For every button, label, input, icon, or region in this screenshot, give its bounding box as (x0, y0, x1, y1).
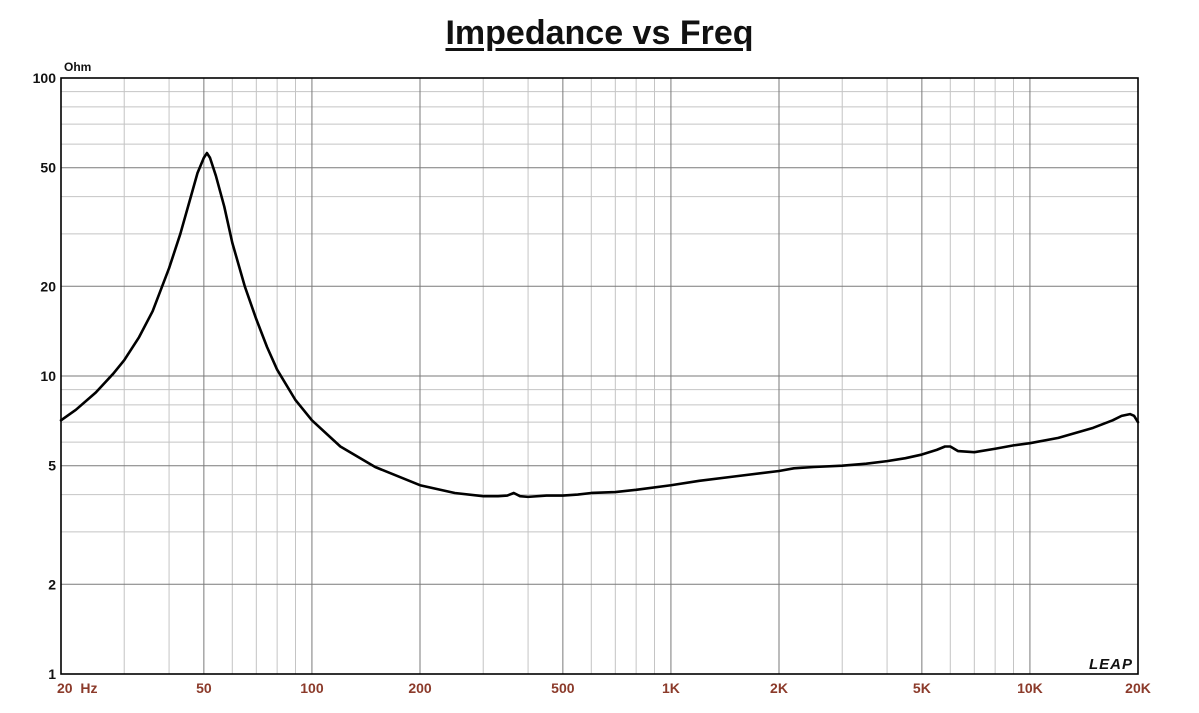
plot-frame (60, 77, 1139, 675)
y-tick-label: 5 (48, 458, 56, 474)
brand-logo: LEAP (1089, 656, 1133, 673)
y-tick-label: 50 (40, 160, 56, 176)
chart-title: Impedance vs Freq (445, 14, 754, 52)
grid-major (60, 78, 1139, 674)
x-tick-label: 20 Hz (57, 680, 97, 696)
y-tick-label: 1 (48, 666, 56, 682)
x-tick-label: 50 (196, 680, 212, 696)
x-tick-label: 20K (1125, 680, 1151, 696)
x-tick-label: 100 (300, 680, 324, 696)
x-tick-label: 200 (408, 680, 432, 696)
y-tick-label: 20 (40, 278, 56, 294)
y-tick-labels: 1 2 5 10 20 50 100 (33, 70, 57, 682)
x-tick-labels: 20 Hz 50 100 200 500 1K 2K 5K 10K 20K (57, 680, 1151, 696)
x-tick-label: 5K (913, 680, 931, 696)
y-axis-label: Ohm (64, 60, 91, 74)
impedance-curve (59, 151, 1140, 499)
y-tick-label: 10 (40, 368, 56, 384)
y-tick-label: 2 (48, 576, 56, 592)
y-tick-label: 100 (33, 70, 57, 86)
x-tick-label: 1K (662, 680, 680, 696)
x-tick-label: 500 (551, 680, 575, 696)
x-tick-label: 10K (1017, 680, 1043, 696)
x-tick-label: 2K (770, 680, 788, 696)
